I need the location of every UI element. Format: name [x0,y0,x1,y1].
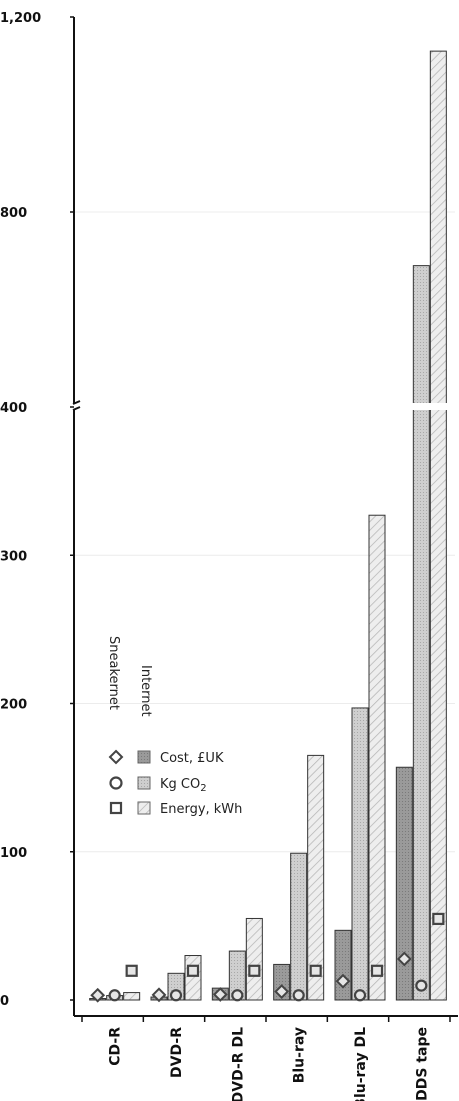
axis-break-icon [72,400,81,411]
legend-label-energy: Energy, kWh [160,802,242,817]
sneakernet-co2-marker [169,989,183,1002]
y-tick-label: 200 [0,698,27,713]
legend-co2-swatch [137,776,151,790]
bar-internet-energy [123,992,141,1001]
bar-internet-energy [368,514,386,1001]
y-tick-labels: 0 100 200 300 400 800 1,200 [0,11,41,1009]
sneakernet-cost-marker [335,973,351,989]
sneakernet-co2-marker [415,979,428,992]
sneakernet-energy-marker [432,912,445,926]
bar-internet-energy [245,917,263,1001]
x-category-label: CD-R [108,1027,124,1066]
x-category-label: DVD-R DL [230,1027,246,1101]
sneakernet-energy-marker [309,964,322,977]
bar-internet-co2 [290,852,308,1001]
sneakernet-cost-marker [212,987,228,1002]
sneakernet-co2-marker [292,989,305,1002]
y-tick-label: 300 [0,549,27,564]
legend-diamond-icon [108,749,124,765]
legend-cost-swatch [137,750,151,764]
bar-internet-co2 [351,707,369,1001]
y-tick-label: 400 [0,401,27,416]
bar-internet-energy [184,955,202,1001]
x-category-labels: CD-R DVD-R DVD-R DL Blu-ray Blu-ray DL DDS ta… [108,1027,431,1101]
sneakernet-markers [90,912,445,1003]
x-category-label: Blu-ray [292,1027,308,1083]
legend-energy-swatch [137,801,151,815]
y-tick-label: 100 [0,846,27,861]
legend-label-co2: Kg CO2 [160,777,207,794]
y-tick-label: 0 [0,994,9,1009]
gridlines [74,211,455,853]
sneakernet-energy-marker [186,964,200,977]
sneakernet-cost-marker [90,987,106,1003]
axis-break-gap [78,403,458,410]
bar-internet-cost [334,929,352,1001]
x-category-label: DDS tape [414,1027,430,1101]
axes [70,16,458,1022]
sneakernet-energy-marker [370,964,384,977]
legend-square-icon [109,801,123,815]
sneakernet-energy-marker [248,964,261,977]
bars [78,50,458,1001]
bar-internet-cost [395,766,413,1001]
legend-circle-icon [109,776,123,790]
sneakernet-co2-marker [353,989,367,1002]
sneakernet-cost-marker [396,951,412,967]
legend-label-cost: Cost, £UK [160,751,224,766]
sneakernet-co2-marker [108,989,121,1002]
x-category-label: DVD-R [169,1027,185,1078]
x-category-label: Blu-ray DL [353,1027,369,1101]
sneakernet-cost-marker [274,984,290,999]
legend-group-internet: Internet [138,665,153,717]
y-tick-label: 1,200 [0,11,41,26]
legend-group-sneakernet: Sneakernet [106,636,121,710]
bar-internet-energy [307,754,325,1001]
sneakernet-co2-marker [231,989,244,1002]
bar-internet-energy [429,50,447,1001]
y-tick-label: 800 [0,206,27,221]
bar-internet-co2 [412,265,430,1001]
sneakernet-energy-marker [125,964,138,977]
sneakernet-cost-marker [151,987,167,1003]
legend: Sneakernet Internet Cost, £UK Kg CO2 Ene… [106,636,242,817]
